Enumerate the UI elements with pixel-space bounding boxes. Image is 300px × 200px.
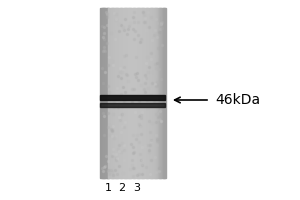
Bar [111,8,112,178]
Bar [142,8,144,178]
Bar [129,8,130,178]
Bar [140,8,141,178]
Text: 2: 2 [118,183,126,193]
Bar [112,8,113,178]
Bar [100,95,165,99]
Bar [102,8,103,178]
Bar [164,8,166,178]
Bar [152,8,153,178]
Bar [120,8,122,178]
Bar [124,8,125,178]
Text: 46kDa: 46kDa [215,93,260,107]
Bar [104,8,105,178]
Bar [162,8,163,178]
Bar [122,8,123,178]
Bar [128,8,129,178]
Bar [153,8,154,178]
Bar [157,8,158,178]
Bar [125,8,127,178]
Bar [146,8,147,178]
Bar [163,8,164,178]
Bar [139,8,140,178]
Bar [106,8,108,178]
Bar [116,8,118,178]
Bar [101,8,102,178]
Bar [131,8,132,178]
Bar [141,8,142,178]
Bar [109,8,110,178]
Bar [150,8,152,178]
Bar [100,103,165,107]
Bar [110,8,111,178]
Bar [145,8,146,178]
Bar [102,8,104,178]
Bar [159,8,160,178]
Bar [119,8,120,178]
Bar [147,8,148,178]
Bar [123,8,124,178]
Bar [151,8,152,178]
Bar [116,8,117,178]
Bar [117,8,118,178]
Bar [100,8,101,178]
Bar [128,8,130,178]
Bar [106,8,107,178]
Bar [144,8,145,178]
Bar [133,8,134,178]
Bar [164,8,165,178]
Bar [127,8,128,178]
Bar [158,8,160,178]
Bar [105,8,106,178]
Bar [130,8,131,178]
Bar [135,8,136,178]
Bar [149,8,150,178]
Bar [136,8,138,178]
Bar [156,8,158,178]
Bar [114,8,115,178]
Bar [143,8,144,178]
Bar [155,8,157,178]
Bar [138,8,140,178]
Bar [136,8,137,178]
Bar [165,0,300,200]
Bar [118,8,119,178]
Bar [141,8,143,178]
Bar [146,8,148,178]
Bar [137,8,139,178]
Bar [154,8,155,178]
Bar [132,8,133,178]
Bar [111,8,113,178]
Bar [0,0,100,200]
Bar [161,8,162,178]
Bar [150,8,151,178]
Bar [154,8,156,178]
Bar [160,8,161,178]
Text: 3: 3 [134,183,140,193]
Bar [108,8,110,178]
Bar [115,8,116,178]
Bar [133,8,135,178]
Bar [121,8,122,178]
Bar [134,8,135,178]
Bar [126,8,127,178]
Bar [148,8,149,178]
Bar [124,8,126,178]
Bar [158,8,159,178]
Bar [103,8,105,178]
Bar [113,8,114,178]
Text: 1: 1 [104,183,112,193]
Bar [119,8,121,178]
Bar [107,8,109,178]
